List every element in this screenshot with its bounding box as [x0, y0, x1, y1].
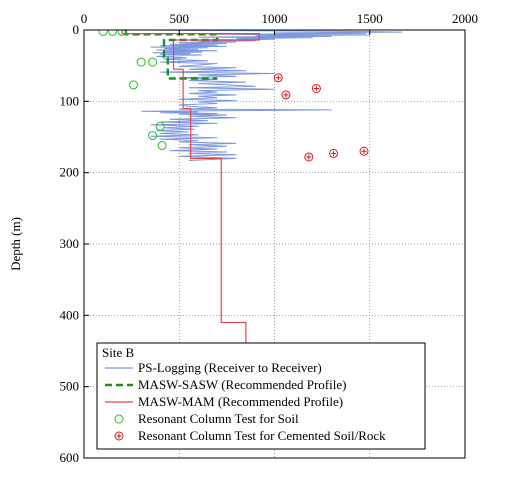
rc-cemented-point — [273, 73, 283, 83]
rc-soil-point — [157, 141, 167, 151]
y-tick-label: 200 — [60, 165, 80, 180]
rc-cemented-point — [281, 90, 291, 100]
rc-soil-point — [148, 57, 158, 67]
rc-cemented-point — [311, 83, 321, 93]
legend-label-rc-soil: Resonant Column Test for Soil — [138, 411, 299, 426]
legend-sample-rc-soil — [114, 414, 124, 424]
y-axis-ticks: 0 100 200 300 400 500 600 — [60, 22, 89, 465]
y-tick-label: 400 — [60, 307, 80, 322]
rc-cemented-point — [359, 146, 369, 156]
rc-soil-point — [108, 30, 118, 36]
y-tick-label: 500 — [60, 379, 80, 394]
rc-soil-markers — [98, 30, 167, 151]
legend-entries: PS-Logging (Receiver to Receiver) MASW-SA… — [105, 360, 386, 443]
y-tick-label: 0 — [73, 22, 80, 37]
y-tick-label: 600 — [60, 450, 80, 465]
masw-sasw-line — [124, 30, 219, 80]
x-tick-label: 1500 — [357, 11, 383, 26]
ps-logging-line — [141, 30, 403, 161]
rc-cemented-markers — [273, 73, 369, 162]
series-layer — [98, 30, 403, 344]
x-axis-ticks: 0 500 1000 1500 2000 — [81, 11, 478, 35]
y-tick-label: 100 — [60, 93, 80, 108]
y-tick-label: 300 — [60, 236, 80, 251]
rc-soil-point — [136, 57, 146, 67]
rc-soil-point — [98, 30, 108, 36]
y-axis-label: Depth (m) — [8, 217, 23, 271]
x-tick-label: 0 — [81, 11, 88, 26]
legend: Site B PS-Logging (Receiver to Receiver)… — [96, 342, 426, 450]
legend-label-ps-logging: PS-Logging (Receiver to Receiver) — [138, 360, 322, 375]
x-tick-label: 500 — [170, 11, 190, 26]
masw-mam-line — [121, 30, 260, 344]
legend-sample-rc-cemented — [114, 431, 124, 441]
rc-soil-point — [129, 80, 139, 90]
legend-label-rc-cemented: Resonant Column Test for Cemented Soil/R… — [138, 428, 386, 443]
legend-label-masw-mam: MASW-MAM (Recommended Profile) — [138, 394, 343, 409]
rc-soil-point — [148, 131, 158, 141]
legend-label-masw-sasw: MASW-SASW (Recommended Profile) — [138, 377, 346, 392]
legend-box — [96, 342, 426, 450]
rc-soil-point — [155, 121, 165, 131]
x-tick-label: 1000 — [262, 11, 288, 26]
rc-soil-point — [117, 30, 127, 36]
legend-title: Site B — [102, 345, 134, 360]
rc-cemented-point — [329, 148, 339, 158]
x-tick-label: 2000 — [452, 11, 478, 26]
rc-cemented-point — [304, 152, 314, 162]
